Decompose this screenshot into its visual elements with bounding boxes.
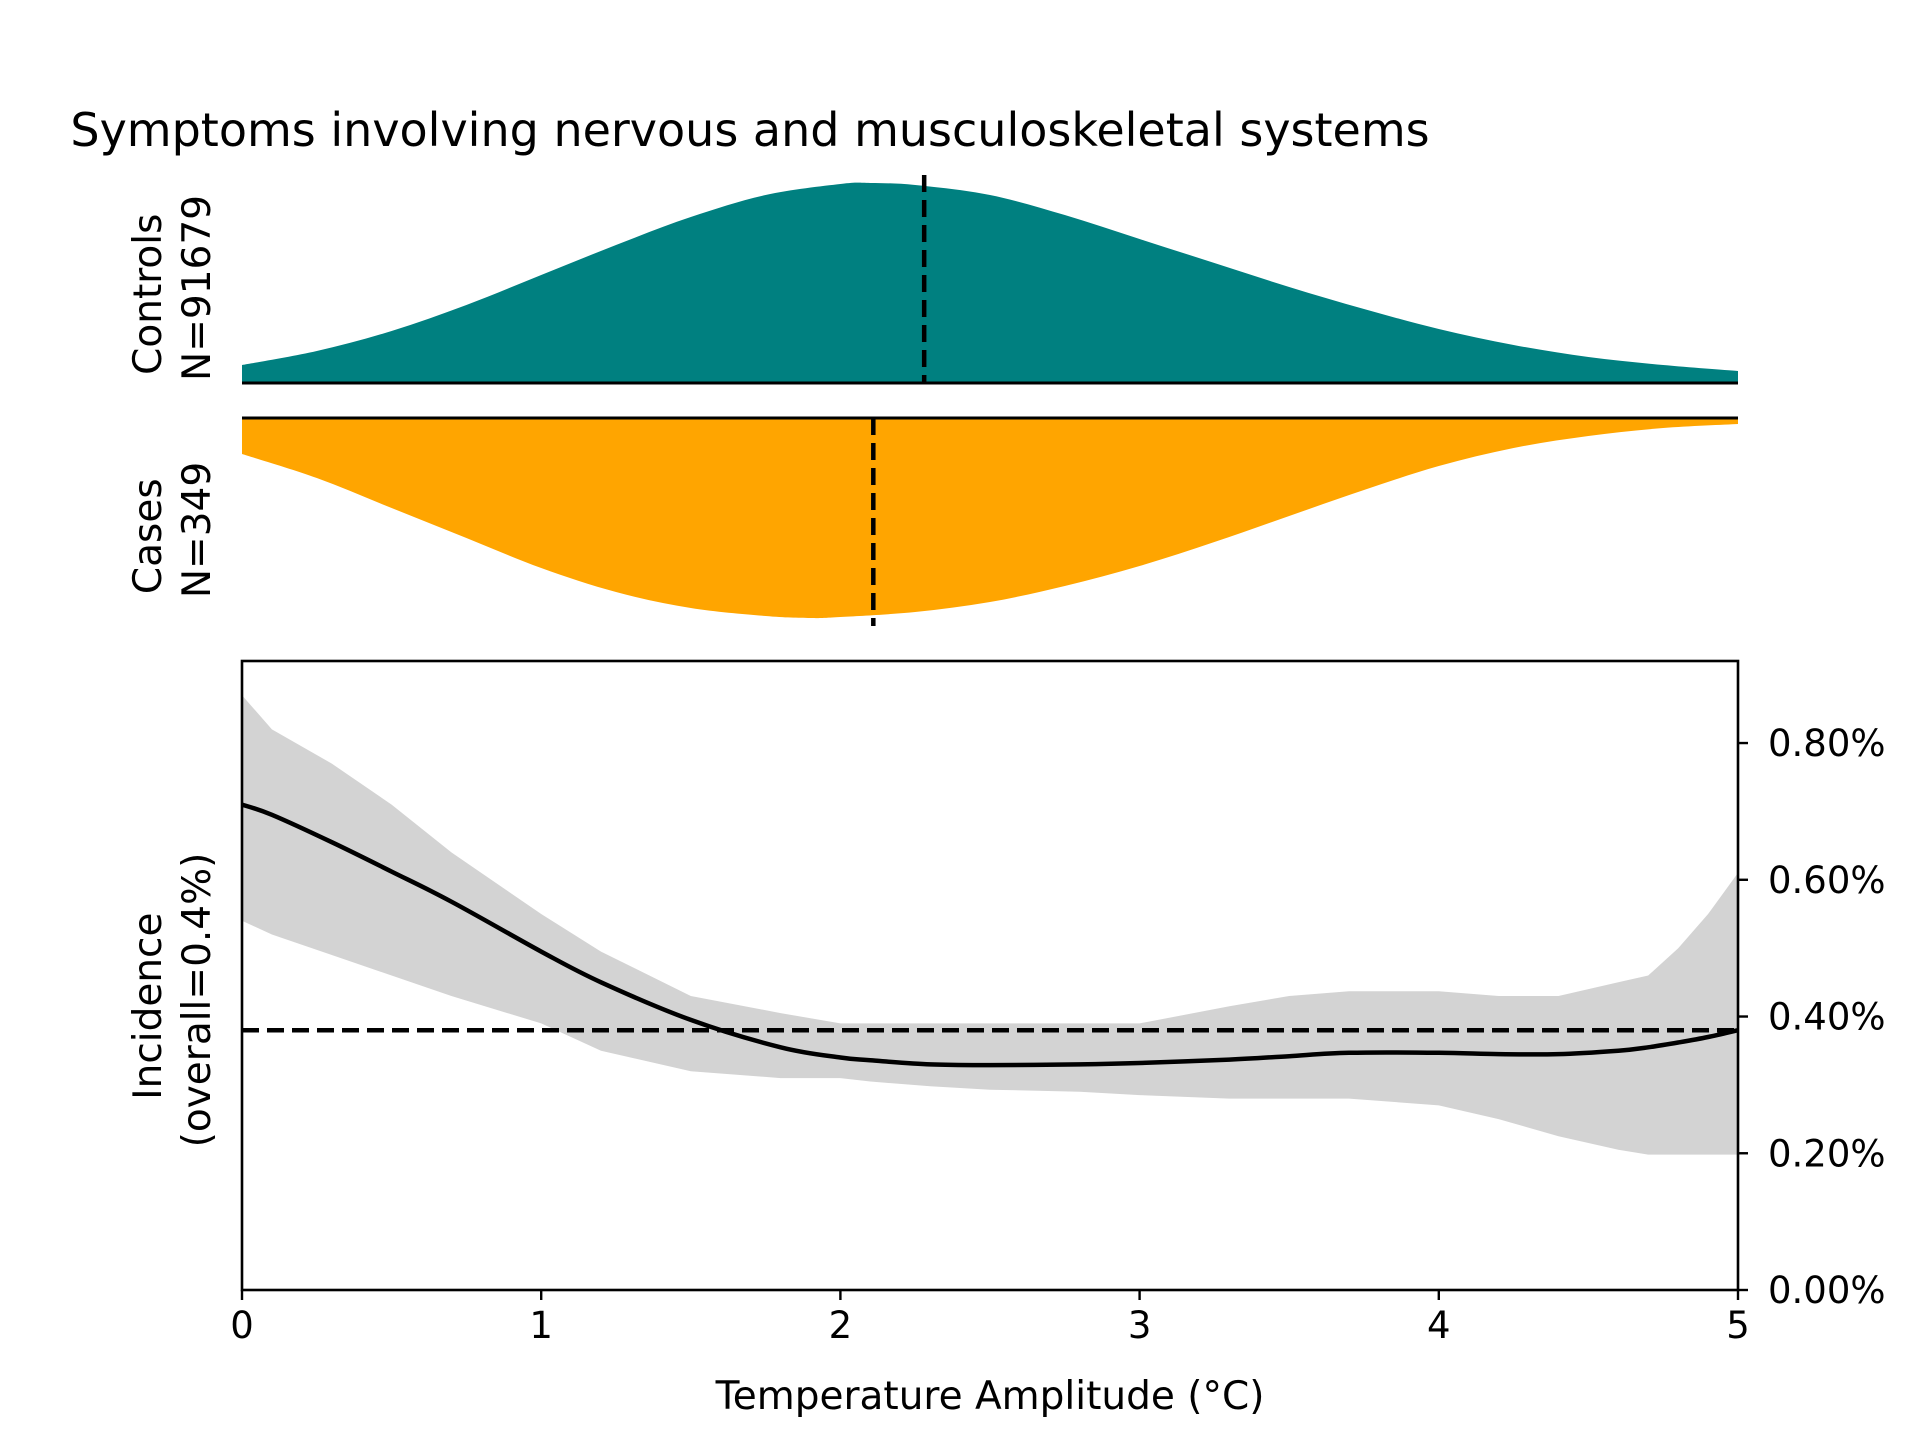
- controls-density-area: [242, 182, 1738, 383]
- controls-label: Controls N=91679: [126, 195, 220, 381]
- chart-title: Symptoms involving nervous and musculosk…: [70, 103, 1429, 157]
- y-axis-right: 0.00% 0.20% 0.40% 0.60% 0.80%: [1738, 722, 1886, 1312]
- cases-density-area: [242, 418, 1738, 619]
- y-axis-label: Incidence (overall=0.4%): [126, 853, 220, 1148]
- cases-label-line-1: Cases: [126, 478, 171, 594]
- x-tick-label: 3: [1128, 1304, 1152, 1347]
- x-tick-label: 1: [529, 1304, 553, 1347]
- cases-panel: Cases N=349: [126, 416, 1738, 626]
- cases-label: Cases N=349: [126, 462, 220, 598]
- confidence-band: [242, 695, 1738, 1155]
- x-tick-label: 5: [1726, 1304, 1750, 1347]
- y-tick-label: 0.80%: [1768, 722, 1886, 765]
- x-tick-label: 0: [230, 1304, 254, 1347]
- y-axis-label-line-2: (overall=0.4%): [175, 853, 220, 1148]
- y-tick-label: 0.20%: [1768, 1132, 1886, 1175]
- y-axis-label-line-1: Incidence: [126, 913, 171, 1100]
- y-tick-label: 0.00%: [1768, 1269, 1886, 1312]
- x-axis-label: Temperature Amplitude (°C): [715, 1374, 1265, 1419]
- controls-panel: Controls N=91679: [126, 175, 1738, 385]
- x-tick-label: 2: [829, 1304, 853, 1347]
- x-tick-label: 4: [1427, 1304, 1451, 1347]
- y-tick-label: 0.60%: [1768, 859, 1886, 902]
- x-axis: 0 1 2 3 4 5: [230, 1290, 1750, 1347]
- incidence-curve: [241, 802, 1739, 1068]
- controls-label-line-1: Controls: [126, 214, 171, 375]
- incidence-panel: 0 1 2 3 4 5 0.00% 0.20% 0.40% 0.60% 0.80% Tempera…: [126, 659, 1886, 1419]
- controls-label-line-2: N=91679: [175, 195, 220, 381]
- cases-label-line-2: N=349: [175, 462, 220, 598]
- y-tick-label: 0.40%: [1768, 996, 1886, 1039]
- plot-frame: [240, 659, 1740, 1292]
